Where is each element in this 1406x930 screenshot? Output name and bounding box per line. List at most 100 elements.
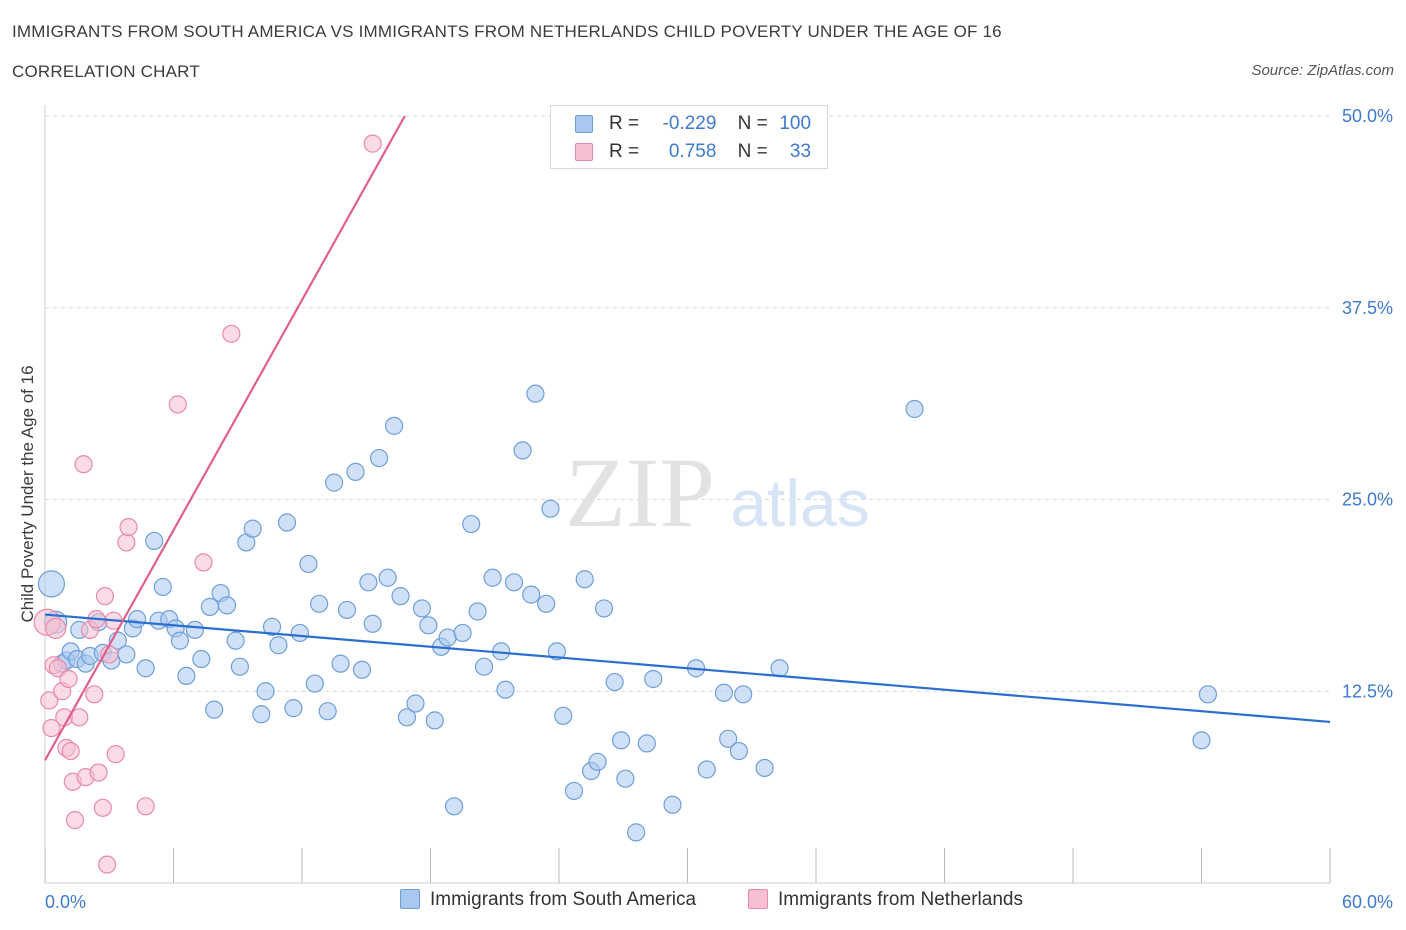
point-netherlands: [363, 134, 382, 153]
x-tick-label-min: 0.0%: [45, 892, 86, 912]
point-netherlands: [74, 455, 93, 474]
point-south-america: [192, 649, 211, 669]
point-netherlands: [45, 617, 67, 639]
point-south-america: [719, 729, 738, 748]
point-south-america: [226, 631, 245, 650]
correlation-legend: R = -0.229 N = 100 R = 0.758 N = 33: [550, 105, 828, 169]
point-netherlands: [42, 718, 61, 738]
point-south-america: [391, 587, 410, 606]
point-south-america: [378, 568, 397, 587]
point-south-america: [554, 706, 573, 725]
point-south-america: [243, 519, 262, 538]
point-south-america: [310, 594, 329, 613]
point-south-america: [425, 711, 444, 730]
series-legend-south-america: Immigrants from South America: [400, 889, 696, 911]
point-netherlands: [95, 587, 115, 606]
point-south-america: [612, 731, 631, 750]
point-south-america: [363, 614, 382, 633]
point-south-america: [444, 797, 464, 816]
point-netherlands: [48, 659, 67, 678]
point-netherlands: [222, 324, 241, 343]
point-south-america: [346, 462, 365, 481]
point-south-america: [406, 694, 425, 713]
point-south-america: [496, 680, 515, 699]
point-south-america: [537, 594, 556, 613]
point-south-america: [522, 585, 541, 604]
point-south-america: [755, 758, 774, 778]
point-south-america: [299, 554, 318, 574]
point-netherlands: [194, 553, 213, 572]
point-netherlands: [70, 708, 89, 727]
point-south-america: [541, 499, 560, 518]
y-tick-label: 12.5%: [1342, 681, 1393, 701]
y-tick-labels: 12.5% 25.0% 37.5% 50.0%: [1342, 106, 1393, 701]
point-south-america: [644, 669, 663, 689]
point-south-america: [468, 602, 487, 621]
y-tick-label: 37.5%: [1342, 298, 1393, 318]
point-south-america: [262, 617, 282, 636]
legend-n-value: 100: [779, 113, 812, 134]
legend-n-label: N =: [737, 141, 768, 162]
trend-line-south-america: [44, 613, 1331, 724]
x-tick-label-max: 60.0%: [1342, 892, 1393, 912]
legend-stats-netherlands: R = 0.758 N = 33: [609, 141, 811, 163]
point-south-america: [117, 645, 136, 664]
point-south-america: [284, 699, 303, 718]
point-south-america: [453, 623, 472, 643]
point-south-america: [734, 685, 753, 704]
grid-lines: [45, 115, 1330, 692]
point-south-america: [483, 568, 502, 587]
point-south-america: [547, 642, 566, 661]
point-south-america: [256, 682, 275, 701]
point-south-america: [290, 623, 309, 643]
point-netherlands: [40, 691, 59, 710]
chart-subtitle: CORRELATION CHART: [12, 62, 200, 81]
point-netherlands: [89, 763, 108, 782]
point-south-america: [729, 741, 749, 761]
point-south-america: [305, 674, 324, 693]
point-south-america: [504, 573, 524, 592]
chart-title: IMMIGRANTS FROM SOUTH AMERICA VS IMMIGRA…: [12, 22, 1002, 41]
point-netherlands: [106, 745, 125, 764]
legend-r-label: R =: [609, 141, 640, 162]
x-axis-ticks: [44, 848, 1331, 883]
point-netherlands: [65, 811, 85, 830]
watermark-atlas: atlas: [730, 466, 869, 540]
point-netherlands: [98, 855, 117, 874]
legend-swatch-netherlands: [575, 143, 593, 161]
point-south-america: [714, 683, 734, 702]
point-south-america: [325, 473, 344, 492]
trend-lines: [44, 115, 1331, 761]
point-south-america: [153, 577, 172, 597]
point-south-america: [127, 610, 147, 629]
trend-line-netherlands: [44, 115, 406, 761]
point-south-america: [513, 441, 532, 460]
data-points: [33, 134, 1218, 874]
point-south-america: [177, 666, 196, 686]
point-netherlands: [85, 685, 104, 704]
point-netherlands: [93, 798, 112, 817]
point-south-america: [384, 416, 404, 435]
point-south-america: [575, 570, 594, 589]
point-south-america: [697, 760, 716, 779]
point-south-america: [252, 705, 271, 724]
point-south-america: [200, 597, 220, 616]
point-south-america: [397, 708, 417, 727]
point-netherlands: [59, 669, 78, 689]
point-south-america: [594, 599, 614, 618]
point-south-america: [1198, 685, 1218, 704]
point-south-america: [588, 752, 607, 771]
point-netherlands: [61, 741, 80, 761]
legend-r-value: 0.758: [668, 141, 717, 162]
point-south-america: [905, 399, 924, 419]
point-south-america: [269, 636, 288, 655]
point-south-america: [359, 573, 378, 592]
point-south-america: [170, 631, 190, 650]
point-netherlands: [136, 797, 155, 816]
legend-stats-south-america: R = -0.229 N = 100: [609, 113, 811, 135]
point-south-america: [770, 659, 789, 678]
legend-swatch-south-america: [575, 115, 593, 133]
point-south-america: [605, 672, 624, 692]
point-netherlands: [168, 395, 187, 414]
